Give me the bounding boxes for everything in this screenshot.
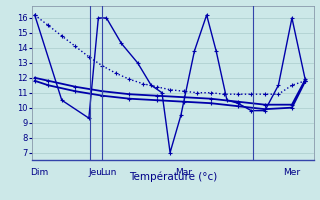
Text: Mar: Mar [175,168,192,177]
Text: Mer: Mer [284,168,300,177]
Text: Jeu: Jeu [89,168,103,177]
Text: Dim: Dim [30,168,48,177]
X-axis label: Température (°c): Température (°c) [129,171,217,182]
Text: Lun: Lun [100,168,116,177]
